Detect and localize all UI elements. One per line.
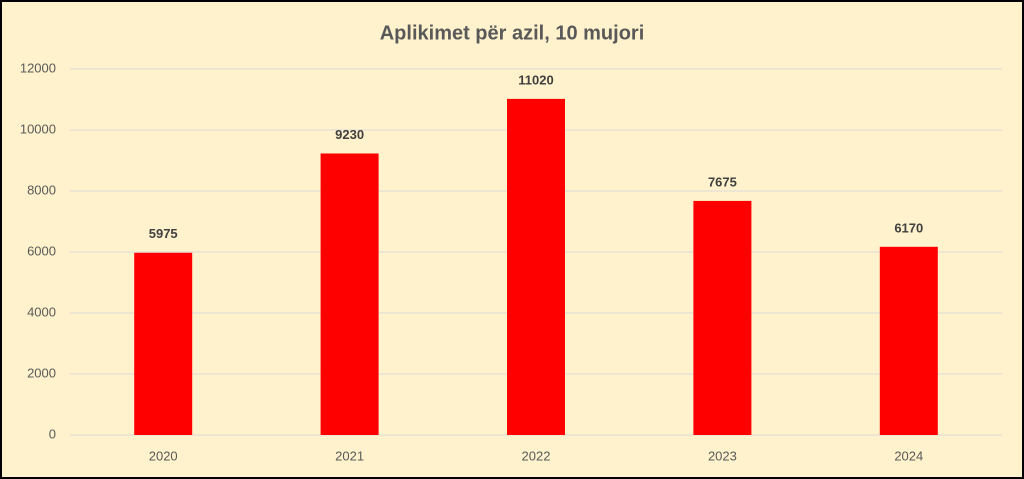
data-label: 9230 — [335, 127, 364, 142]
bar — [134, 252, 193, 435]
x-tick-label: 2021 — [335, 448, 364, 463]
bar — [693, 200, 752, 435]
chart-title: Aplikimet për azil, 10 mujori — [380, 22, 645, 44]
bar — [320, 153, 379, 436]
y-tick-label: 12000 — [20, 60, 56, 75]
x-tick-label: 2022 — [522, 448, 551, 463]
y-tick-label: 4000 — [27, 304, 56, 319]
data-label: 5975 — [149, 226, 178, 241]
x-tick-label: 2024 — [894, 448, 923, 463]
x-tick-label: 2023 — [708, 448, 737, 463]
y-tick-label: 2000 — [27, 365, 56, 380]
bar — [879, 246, 938, 435]
data-label: 11020 — [518, 72, 553, 87]
data-label: 6170 — [894, 220, 923, 235]
x-tick-label: 2020 — [149, 448, 178, 463]
y-tick-label: 8000 — [27, 182, 56, 197]
bar — [507, 98, 565, 435]
y-tick-label: 6000 — [27, 243, 56, 258]
y-tick-label: 10000 — [20, 121, 56, 136]
data-label: 7675 — [708, 174, 737, 189]
y-tick-label: 0 — [49, 426, 56, 441]
